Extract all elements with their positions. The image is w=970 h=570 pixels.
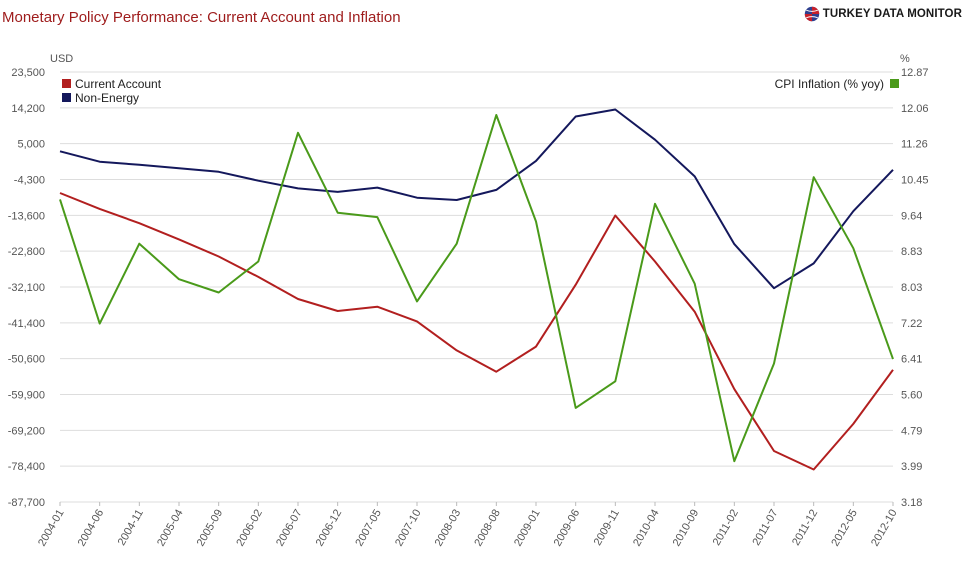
- left-tick-label: -59,900: [8, 390, 45, 402]
- series-line-cpi-inflation-yoy: [59, 114, 894, 463]
- brand-name: TURKEY DATA MONITOR: [822, 8, 962, 20]
- series-layer: [59, 108, 894, 471]
- x-tick-label: 2006-02: [234, 508, 265, 549]
- left-axis-ticks: 23,500 14,200 5,000 -4,300 -13,600 -22,800 -32…: [8, 67, 45, 509]
- right-tick-label: 11.26: [901, 139, 928, 151]
- legend-label: Non-Energy: [75, 91, 139, 105]
- x-tick-label: 2005-04: [155, 508, 186, 549]
- left-tick-label: -50,600: [8, 354, 45, 366]
- series-line-non-energy: [59, 108, 894, 290]
- x-tick-label: 2005-09: [195, 508, 226, 549]
- brand-logo: TURKEY DATA MONITOR: [804, 6, 962, 22]
- left-tick-label: -4,300: [14, 175, 45, 187]
- left-tick-label: 23,500: [11, 67, 45, 79]
- right-tick-label: 12.87: [901, 67, 929, 79]
- left-tick-label: -78,400: [8, 461, 45, 473]
- right-tick-label: 3.18: [901, 497, 922, 509]
- x-tick-label: 2011-02: [711, 508, 741, 548]
- left-tick-label: -22,800: [8, 246, 45, 258]
- legend-swatch: [62, 93, 71, 102]
- right-tick-label: 12.06: [901, 103, 929, 115]
- x-tick-label: 2011-12: [790, 508, 820, 548]
- x-tick-label: 2006-12: [314, 508, 345, 549]
- x-tick-label: 2006-07: [274, 508, 305, 549]
- x-tick-label: 2012-10: [869, 508, 900, 549]
- x-tick-label: 2004-06: [76, 508, 107, 549]
- x-tick-label: 2010-04: [631, 508, 662, 549]
- right-tick-label: 7.22: [901, 318, 922, 330]
- right-tick-label: 4.79: [901, 425, 922, 437]
- legend-label: CPI Inflation (% yoy): [775, 77, 884, 91]
- series-line-current-account: [59, 192, 894, 471]
- chart-title: Monetary Policy Performance: Current Acc…: [2, 9, 401, 26]
- right-axis-ticks: 12.87 12.06 11.26 10.45 9.64 8.83 8.03 7.22 6.41…: [901, 67, 929, 509]
- right-tick-label: 3.99: [901, 461, 922, 473]
- x-tick-label: 2011-07: [750, 508, 780, 548]
- x-tick-label: 2009-11: [592, 508, 622, 548]
- legend-swatch: [62, 79, 71, 88]
- left-tick-label: -41,400: [8, 318, 45, 330]
- globe-icon: [804, 6, 819, 22]
- left-tick-label: 5,000: [17, 139, 45, 151]
- left-tick-label: -13,600: [8, 210, 45, 222]
- left-tick-label: -87,700: [8, 497, 45, 509]
- x-tick-label: 2007-10: [393, 508, 424, 549]
- legend-swatch: [890, 79, 899, 88]
- right-tick-label: 8.03: [901, 282, 922, 294]
- grid-lines: [59, 71, 894, 506]
- x-tick-label: 2008-03: [433, 508, 464, 549]
- x-axis-ticks: 2004-01 2004-06 2004-11 2005-04 2005-09 2006-…: [36, 508, 900, 549]
- legend-label: Current Account: [75, 77, 162, 91]
- legend-right: CPI Inflation (% yoy): [775, 77, 899, 91]
- x-tick-label: 2008-08: [472, 508, 503, 549]
- x-tick-label: 2009-01: [512, 508, 543, 549]
- right-tick-label: 6.41: [901, 354, 922, 366]
- right-tick-label: 5.60: [901, 390, 922, 402]
- right-tick-label: 8.83: [901, 246, 922, 258]
- left-tick-label: -69,200: [8, 425, 45, 437]
- right-axis-unit: %: [900, 53, 910, 65]
- x-tick-label: 2004-01: [36, 508, 67, 549]
- right-tick-label: 9.64: [901, 210, 922, 222]
- left-tick-label: 14,200: [11, 103, 45, 115]
- left-axis-unit: USD: [50, 53, 73, 65]
- x-tick-label: 2004-11: [116, 508, 146, 548]
- x-tick-label: 2009-06: [552, 508, 583, 549]
- right-tick-label: 10.45: [901, 175, 929, 187]
- left-tick-label: -32,100: [8, 282, 45, 294]
- x-tick-label: 2007-05: [353, 508, 384, 549]
- x-tick-label: 2012-05: [829, 508, 860, 549]
- x-tick-label: 2010-09: [671, 508, 702, 549]
